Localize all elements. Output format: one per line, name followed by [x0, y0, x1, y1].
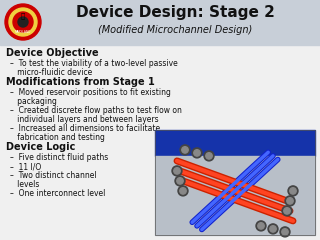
Text: Device Design: Stage 2: Device Design: Stage 2 [76, 5, 275, 19]
Circle shape [177, 178, 183, 184]
Text: micro-fluidic device: micro-fluidic device [10, 68, 92, 77]
Text: (Modified Microchannel Design): (Modified Microchannel Design) [98, 25, 252, 35]
Circle shape [175, 176, 185, 186]
Circle shape [285, 196, 295, 206]
Circle shape [284, 208, 290, 214]
Text: –  Created discrete flow paths to test flow on: – Created discrete flow paths to test fl… [10, 106, 182, 115]
Circle shape [206, 153, 212, 159]
Circle shape [258, 223, 264, 229]
Circle shape [290, 188, 296, 194]
Circle shape [180, 145, 190, 155]
Circle shape [288, 186, 298, 196]
Circle shape [13, 12, 33, 32]
Bar [155, 130, 315, 235]
Text: –  Two distinct channel: – Two distinct channel [10, 171, 97, 180]
Circle shape [174, 168, 180, 174]
Circle shape [18, 17, 28, 27]
Text: Modifications from Stage 1: Modifications from Stage 1 [6, 77, 155, 87]
Circle shape [280, 227, 290, 237]
Circle shape [268, 224, 278, 234]
Text: Device Logic: Device Logic [6, 142, 76, 152]
Text: –  Increased all dimensions to facilitate: – Increased all dimensions to facilitate [10, 124, 160, 133]
Bar [155, 156, 315, 235]
Circle shape [5, 4, 41, 40]
Circle shape [180, 188, 186, 194]
Text: –  One interconnect level: – One interconnect level [10, 189, 105, 198]
Circle shape [172, 166, 182, 176]
Text: –  Five distinct fluid paths: – Five distinct fluid paths [10, 153, 108, 162]
Circle shape [256, 221, 266, 231]
Circle shape [204, 151, 214, 161]
Text: 🐢: 🐢 [21, 13, 25, 19]
Circle shape [192, 148, 202, 158]
Text: MARYLAND: MARYLAND [15, 30, 31, 34]
Text: individual layers and between layers: individual layers and between layers [10, 115, 159, 124]
Bar [155, 130, 315, 156]
Text: fabrication and testing: fabrication and testing [10, 133, 105, 142]
Text: levels: levels [10, 180, 39, 189]
Text: –  11 I/O: – 11 I/O [10, 162, 41, 171]
Circle shape [9, 8, 37, 36]
Circle shape [287, 198, 293, 204]
Circle shape [270, 226, 276, 232]
Text: packaging: packaging [10, 97, 57, 106]
Circle shape [282, 229, 288, 235]
Circle shape [282, 206, 292, 216]
Circle shape [178, 186, 188, 196]
Bar [0, 0, 320, 45]
Text: –  To test the viability of a two-level passive: – To test the viability of a two-level p… [10, 59, 178, 68]
Circle shape [182, 147, 188, 153]
Circle shape [194, 150, 200, 156]
Text: –  Moved reservoir positions to fit existing: – Moved reservoir positions to fit exist… [10, 88, 171, 97]
Text: Device Objective: Device Objective [6, 48, 99, 58]
